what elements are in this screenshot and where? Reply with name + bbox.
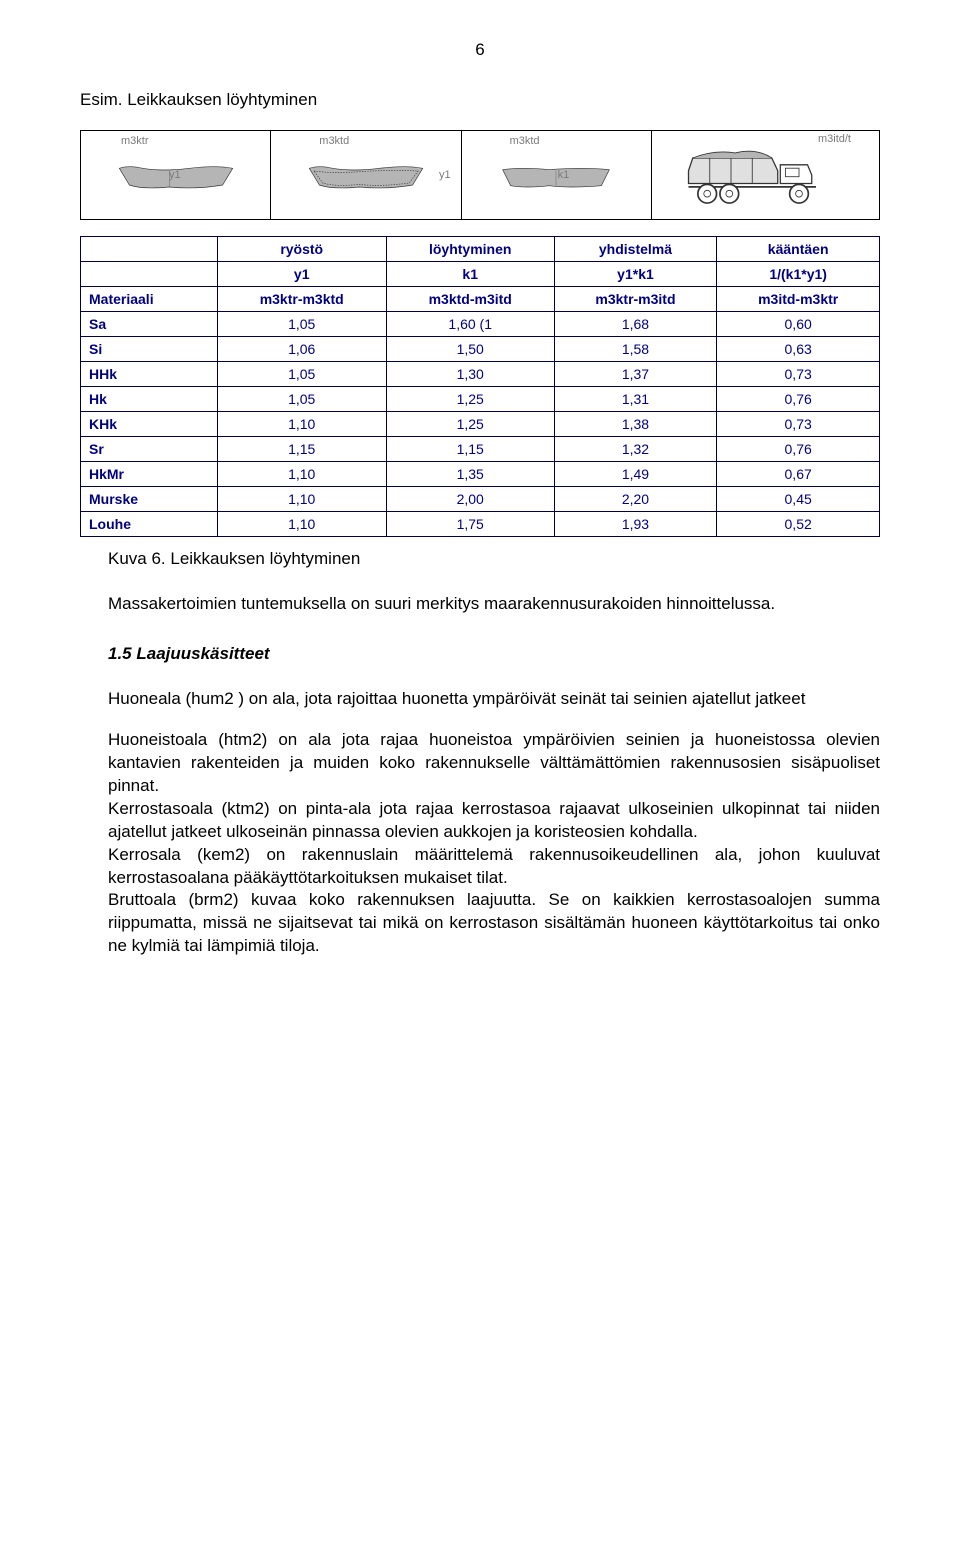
label-m3ktd-1: m3ktd [319, 135, 349, 147]
th-yhd: yhdistelmä [554, 237, 717, 262]
para-huoneistoala: Huoneistoala (htm2) on ala jota rajaa hu… [108, 729, 880, 798]
cell: 0,73 [717, 412, 880, 437]
cell: 0,67 [717, 462, 880, 487]
diagram-cell-2: m3ktd y1 [271, 131, 461, 219]
cell: 1,25 [386, 387, 554, 412]
th-k1: k1 [386, 262, 554, 287]
diagram-row: m3ktr y1 m3ktd y1 m3ktd k1 m3itd/t [80, 130, 880, 220]
table-header-row-1: ryöstö löyhtyminen yhdistelmä kääntäen [81, 237, 880, 262]
cell: 1,06 [217, 337, 386, 362]
cell: 1,68 [554, 312, 717, 337]
th-y1k1: y1*k1 [554, 262, 717, 287]
cell: 2,20 [554, 487, 717, 512]
label-m3itd: m3itd/t [818, 133, 851, 145]
th-u3: m3ktr-m3itd [554, 287, 717, 312]
figure-caption: Kuva 6. Leikkauksen löyhtyminen [108, 549, 880, 569]
cell: 0,63 [717, 337, 880, 362]
diagram-cell-4: m3itd/t [652, 131, 879, 219]
row-label: Sa [81, 312, 218, 337]
para-kerrostasoala: Kerrostasoala (ktm2) on pinta-ala jota r… [108, 798, 880, 844]
row-label: Louhe [81, 512, 218, 537]
table-row: Hk1,051,251,310,76 [81, 387, 880, 412]
table-row: Murske1,102,002,200,45 [81, 487, 880, 512]
cell: 0,52 [717, 512, 880, 537]
cell: 0,60 [717, 312, 880, 337]
th-u1: m3ktr-m3ktd [217, 287, 386, 312]
th-inv: 1/(k1*y1) [717, 262, 880, 287]
cell: 1,38 [554, 412, 717, 437]
label-m3ktd-2: m3ktd [510, 135, 540, 147]
th-loyht: löyhtyminen [386, 237, 554, 262]
cell: 1,10 [217, 412, 386, 437]
para-bruttoala: Bruttoala (brm2) kuvaa koko rakennuksen … [108, 889, 880, 958]
table-row: Si1,061,501,580,63 [81, 337, 880, 362]
cell: 1,05 [217, 312, 386, 337]
massak-text: Massakertoimien tuntemuksella on suuri m… [108, 593, 880, 616]
cell: 1,15 [386, 437, 554, 462]
th-u2: m3ktd-m3itd [386, 287, 554, 312]
table-row: Sr1,151,151,320,76 [81, 437, 880, 462]
label-m3ktr: m3ktr [121, 135, 149, 147]
row-label: KHk [81, 412, 218, 437]
coefficients-table: ryöstö löyhtyminen yhdistelmä kääntäen y… [80, 236, 880, 537]
row-label: Si [81, 337, 218, 362]
cell: 1,60 (1 [386, 312, 554, 337]
cell: 1,25 [386, 412, 554, 437]
row-label: HHk [81, 362, 218, 387]
cell: 0,76 [717, 387, 880, 412]
th-blank-1 [81, 237, 218, 262]
cell: 1,30 [386, 362, 554, 387]
label-y1-1: y1 [169, 169, 181, 181]
th-materiaali: Materiaali [81, 287, 218, 312]
table-row: Louhe1,101,751,930,52 [81, 512, 880, 537]
row-label: Sr [81, 437, 218, 462]
th-y1: y1 [217, 262, 386, 287]
cell: 1,50 [386, 337, 554, 362]
diagram-cell-1: m3ktr y1 [81, 131, 271, 219]
soil-shape-2 [306, 155, 426, 195]
cell: 1,49 [554, 462, 717, 487]
cell: 1,75 [386, 512, 554, 537]
cell: 0,73 [717, 362, 880, 387]
row-label: Hk [81, 387, 218, 412]
cell: 1,58 [554, 337, 717, 362]
table-header-row-3: Materiaali m3ktr-m3ktd m3ktd-m3itd m3ktr… [81, 287, 880, 312]
table-row: HHk1,051,301,370,73 [81, 362, 880, 387]
table-row: Sa1,051,60 (11,680,60 [81, 312, 880, 337]
cell: 0,76 [717, 437, 880, 462]
label-k1: k1 [558, 169, 570, 181]
th-kaant: kääntäen [717, 237, 880, 262]
cell: 1,05 [217, 387, 386, 412]
para-huoneala: Huoneala (hum2 ) on ala, jota rajoittaa … [108, 688, 880, 711]
th-blank-2 [81, 262, 218, 287]
section-title: 1.5 Laajuuskäsitteet [108, 644, 880, 664]
cell: 1,10 [217, 462, 386, 487]
cell: 1,10 [217, 487, 386, 512]
table-header-row-2: y1 k1 y1*k1 1/(k1*y1) [81, 262, 880, 287]
para-kerrosala: Kerrosala (kem2) on rakennuslain määritt… [108, 844, 880, 890]
truck-icon [680, 140, 850, 210]
th-u4: m3itd-m3ktr [717, 287, 880, 312]
diagram-cell-3: m3ktd k1 [462, 131, 652, 219]
page-number: 6 [80, 40, 880, 60]
soil-shape-3 [496, 155, 616, 195]
row-label: HkMr [81, 462, 218, 487]
cell: 2,00 [386, 487, 554, 512]
cell: 1,15 [217, 437, 386, 462]
cell: 1,10 [217, 512, 386, 537]
cell: 1,32 [554, 437, 717, 462]
example-title: Esim. Leikkauksen löyhtyminen [80, 90, 880, 110]
cell: 1,37 [554, 362, 717, 387]
cell: 1,05 [217, 362, 386, 387]
row-label: Murske [81, 487, 218, 512]
label-y1-2: y1 [439, 169, 451, 181]
table-row: HkMr1,101,351,490,67 [81, 462, 880, 487]
cell: 1,93 [554, 512, 717, 537]
th-ryosto: ryöstö [217, 237, 386, 262]
cell: 0,45 [717, 487, 880, 512]
cell: 1,35 [386, 462, 554, 487]
table-row: KHk1,101,251,380,73 [81, 412, 880, 437]
cell: 1,31 [554, 387, 717, 412]
